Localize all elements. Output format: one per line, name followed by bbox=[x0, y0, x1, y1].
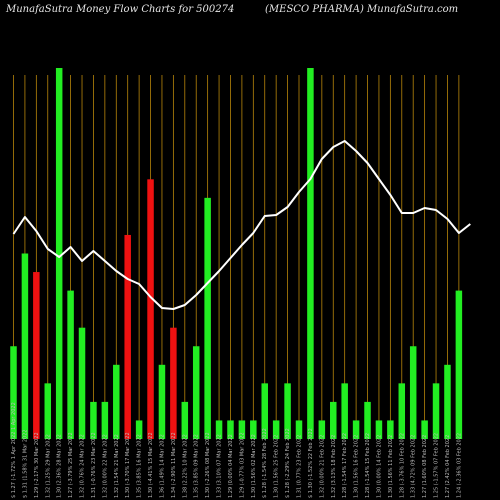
money-flow-bar bbox=[398, 383, 406, 439]
x-tick-label: 1.27 (1.60% 08 Feb 2022 bbox=[422, 435, 428, 498]
x-tick-label: 1.30 (0.00% 14 Feb 2022 bbox=[376, 435, 382, 498]
x-tick-label: 1.30 (1.56% 25 Feb 2022 bbox=[274, 435, 280, 498]
x-tick-label: 1.36 (1.49% 14 Mar 2022 bbox=[159, 434, 165, 498]
money-flow-bar bbox=[67, 290, 74, 439]
x-tick-label: 1.32 (0.00% 22 Mar 2022 bbox=[102, 434, 108, 498]
money-flow-bar bbox=[421, 420, 428, 439]
money-flow-bar bbox=[444, 364, 451, 439]
x-tick-label: 1.32 (3.13% 18 Feb 2022 bbox=[331, 435, 337, 498]
x-tick-label: 1.29 (-0.77% 03 Mar 2022 bbox=[239, 432, 245, 498]
x-tick-label: 1.35 (3.85% 16 Mar 2022 bbox=[137, 434, 143, 498]
money-flow-bar bbox=[272, 420, 280, 439]
x-tick-label: $ 1.28 (-1.54% 28 Feb 2022 bbox=[262, 428, 268, 498]
money-flow-bar bbox=[375, 420, 383, 439]
money-flow-bar bbox=[250, 420, 257, 439]
x-tick-label: 1.30 (-4.41% 15 Mar 2022 bbox=[148, 432, 154, 498]
money-flow-bar bbox=[295, 420, 303, 439]
chart-subtitle: (MESCO PHARMA) MunafaSutra.com bbox=[265, 4, 459, 15]
title-bar: MunafaSutra Money Flow Charts for 500274… bbox=[0, 4, 500, 18]
money-flow-bar bbox=[181, 401, 189, 439]
money-flow-bar bbox=[158, 364, 166, 439]
money-flow-bar bbox=[352, 420, 360, 439]
money-flow-bar bbox=[330, 401, 337, 439]
x-tick-label: 1.34 (-2.90% 11 Mar 2022 bbox=[171, 432, 177, 498]
chart-title: MunafaSutra Money Flow Charts for 500274 bbox=[6, 4, 235, 15]
x-tick-label: 1.32 (1.25% 29 Mar 2022 bbox=[45, 434, 51, 498]
money-flow-bar bbox=[113, 364, 120, 439]
money-flow-bar bbox=[33, 272, 40, 439]
x-tick-label: 1.32 (0.76% 24 Mar 2022 bbox=[80, 434, 86, 498]
x-tick-label: 1.30 (2.36% 28 Mar 2022 bbox=[57, 434, 63, 498]
x-tick-label: 1.30 (1.56% 02 Mar 2022 bbox=[251, 434, 257, 498]
x-tick-label: 1.27 (2.42% 04 Feb 2022 bbox=[445, 435, 451, 498]
money-flow-bar bbox=[455, 290, 463, 439]
money-flow-bar bbox=[192, 346, 200, 439]
money-flow-bars bbox=[10, 68, 463, 440]
price-line-group bbox=[12, 140, 471, 310]
money-flow-bar bbox=[101, 401, 109, 439]
money-flow-bar bbox=[261, 383, 268, 439]
x-tick-label: 1.31 (-0.76% 23 Mar 2022 bbox=[91, 432, 97, 498]
money-flow-bar bbox=[364, 401, 371, 439]
x-tick-label: 1.29 (-2.17% 30 Mar 2022 bbox=[34, 432, 40, 498]
x-tick-label: 1.27 (-3.79% 25 Mar 2022 bbox=[68, 432, 74, 498]
x-tick-label: 1.30 (-2.26% 08 Mar 2022 bbox=[205, 432, 211, 498]
x-tick-label: 1.30 (1.56% 11 Feb 2022 bbox=[388, 435, 394, 498]
money-flow-bar bbox=[204, 197, 211, 439]
money-flow-bar bbox=[307, 68, 314, 439]
x-tick-label: 1.32 (1.54% 21 Mar 2022 bbox=[114, 434, 120, 498]
x-tick-label: 1.28 (-1.54% 15 Feb 2022 bbox=[365, 433, 371, 498]
x-tick-label: $ 1.28 (-2.29% 24 Feb 2022 bbox=[285, 428, 291, 498]
money-flow-bar bbox=[135, 420, 143, 439]
money-flow-bar bbox=[90, 401, 97, 439]
money-flow-bar bbox=[10, 346, 17, 439]
x-tick-label: 1.29 (0.00% 04 Mar 2022 bbox=[228, 434, 234, 498]
x-tick-label: $ 1.30 (-1.52% 22 Feb 2022 bbox=[308, 428, 314, 498]
money-flow-bar bbox=[227, 420, 234, 439]
x-tick-label: 1.32 (0.00% 21 Feb 2022 bbox=[319, 435, 325, 498]
money-flow-bar bbox=[170, 327, 177, 439]
money-flow-bar bbox=[55, 68, 63, 439]
x-tick-label: 1.38 (2.22% 10 Mar 2022 bbox=[182, 434, 188, 498]
x-tick-label: $ 1.31 (1.58% 31 Mar 2022 bbox=[22, 429, 28, 498]
money-flow-bar bbox=[284, 383, 291, 439]
x-tick-label: $ 1.27 (-1.72% 1 Apr 2022 1 Apr 2022 bbox=[11, 402, 17, 498]
x-tick-label: 1.28 (-1.54% 17 Feb 2022 bbox=[342, 433, 348, 498]
price-line bbox=[12, 140, 471, 310]
money-flow-bar bbox=[44, 383, 52, 439]
x-tick-label: 1.28 (-3.76% 10 Feb 2022 bbox=[399, 433, 405, 498]
money-flow-bar bbox=[318, 420, 326, 439]
money-flow-bar bbox=[341, 383, 348, 439]
money-flow-bar bbox=[147, 179, 154, 440]
x-tick-label: 1.30 (1.56% 16 Feb 2022 bbox=[354, 435, 360, 498]
x-tick-label: 1.31 (0.77% 23 Feb 2022 bbox=[297, 435, 303, 498]
money-flow-bar bbox=[21, 253, 29, 439]
money-flow-bar bbox=[409, 346, 417, 439]
money-flow-bar bbox=[238, 420, 246, 439]
money-flow-bar bbox=[124, 234, 131, 439]
x-tick-label: 1.30 (-3.70% 17 Mar 2022 bbox=[125, 432, 131, 498]
x-tick-label: 1.33 (4.72% 09 Feb 2022 bbox=[411, 435, 417, 498]
x-tick-label: 1.33 (3.10% 07 Mar 2022 bbox=[217, 434, 223, 498]
x-axis-labels: $ 1.27 (-1.72% 1 Apr 2022 1 Apr 2022 $ 1.… bbox=[11, 402, 462, 498]
money-flow-bar bbox=[215, 420, 223, 439]
money-flow-bar bbox=[78, 327, 86, 439]
x-tick-label: 1.25 (-1.57% 07 Feb 2022 bbox=[434, 433, 440, 498]
money-flow-bar bbox=[432, 383, 440, 439]
money-flow-bar bbox=[387, 420, 394, 439]
x-tick-label: 1.24 (-2.36% 03 Feb 2022 bbox=[456, 433, 462, 498]
x-tick-label: 1.35 (3.85% 09 Mar 2022 bbox=[194, 434, 200, 498]
